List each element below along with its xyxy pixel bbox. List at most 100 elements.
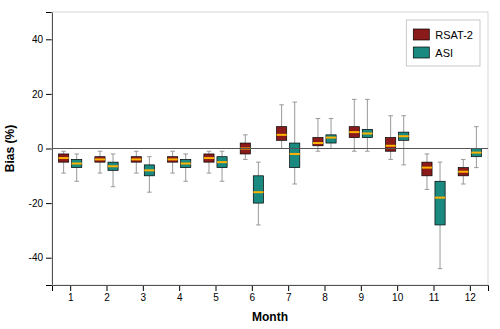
- median: [131, 158, 141, 160]
- whisker-upper: [76, 154, 77, 159]
- legend-label: ASI: [435, 47, 453, 59]
- box: [435, 162, 445, 268]
- x-axis-line: [53, 286, 489, 292]
- y-tick-label: 0: [37, 143, 43, 154]
- box: [326, 118, 336, 148]
- x-tick-mark: [179, 285, 180, 291]
- median: [204, 157, 214, 159]
- box-body: [471, 149, 481, 157]
- median: [181, 163, 191, 165]
- x-axis-title: Month: [252, 310, 288, 324]
- whisker-cap-lower: [111, 186, 116, 187]
- x-tick: 3: [141, 285, 147, 303]
- median: [168, 158, 178, 160]
- box-body: [362, 129, 372, 137]
- box-body: [59, 154, 69, 162]
- box-body: [422, 162, 432, 176]
- y-tick: -20: [29, 198, 52, 209]
- whisker-cap-lower: [438, 268, 443, 269]
- whisker-lower: [136, 162, 137, 173]
- whisker-upper: [331, 118, 332, 134]
- box-body: [290, 143, 300, 168]
- whisker-cap-lower: [147, 192, 152, 193]
- median: [313, 142, 323, 144]
- box: [399, 116, 409, 165]
- y-tick-mark: [46, 149, 52, 150]
- whisker-cap-lower: [425, 189, 430, 190]
- x-tick-label: 1: [68, 292, 74, 303]
- x-tick-mark: [470, 285, 471, 291]
- box: [240, 135, 250, 160]
- whisker-cap-lower: [461, 183, 466, 184]
- x-tick-label: 3: [141, 292, 147, 303]
- median: [144, 169, 154, 171]
- legend-item: RSAT-2: [413, 29, 473, 41]
- whisker-lower: [245, 154, 246, 159]
- whisker-cap-upper: [183, 153, 188, 154]
- whisker-lower: [258, 203, 259, 225]
- x-tick-mark: [252, 285, 253, 291]
- box-body: [326, 135, 336, 143]
- box: [204, 151, 214, 173]
- box-body: [181, 159, 191, 167]
- y-tick: 40: [32, 34, 52, 45]
- median: [290, 153, 300, 155]
- whisker-lower: [354, 138, 355, 152]
- x-tick: 10: [392, 285, 404, 303]
- median: [95, 158, 105, 160]
- median: [108, 165, 118, 167]
- box: [144, 157, 154, 192]
- whisker-upper: [113, 154, 114, 162]
- whisker-cap-upper: [61, 151, 66, 152]
- whisker-cap-upper: [316, 118, 321, 119]
- whisker-upper: [440, 162, 441, 181]
- box-body: [458, 168, 468, 176]
- box: [386, 116, 396, 160]
- box-body: [253, 176, 263, 203]
- box-body: [349, 127, 359, 138]
- box: [362, 99, 372, 151]
- median: [59, 157, 69, 159]
- median: [458, 171, 468, 173]
- whisker-lower: [476, 157, 477, 168]
- whisker-cap-upper: [401, 115, 406, 116]
- x-tick: 8: [322, 285, 328, 303]
- x-tick-label: 7: [286, 292, 292, 303]
- whisker-lower: [185, 168, 186, 182]
- box-body: [72, 159, 82, 167]
- whisker-cap-upper: [134, 151, 139, 152]
- plot-frame: [52, 12, 488, 285]
- y-tick-mark: [46, 258, 52, 259]
- x-tick: 12: [465, 285, 477, 303]
- x-tick-mark: [70, 285, 71, 291]
- whisker-cap-upper: [98, 151, 103, 152]
- whisker-lower: [294, 168, 295, 184]
- median: [72, 163, 82, 165]
- box: [108, 154, 118, 187]
- median: [386, 145, 396, 147]
- box: [277, 105, 287, 149]
- y-tick-mark: [46, 94, 52, 95]
- whisker-lower: [76, 168, 77, 182]
- x-tick-mark: [143, 285, 144, 291]
- y-tick-mark: [46, 203, 52, 204]
- legend-swatch: [413, 47, 429, 58]
- box-body: [386, 138, 396, 152]
- whisker-cap-lower: [74, 181, 79, 182]
- box: [72, 154, 82, 181]
- x-tick-label: 12: [465, 292, 477, 303]
- whisker-upper: [476, 127, 477, 149]
- box: [422, 154, 432, 189]
- whisker-cap-upper: [438, 162, 443, 163]
- whisker-cap-lower: [98, 173, 103, 174]
- box: [313, 118, 323, 151]
- whisker-cap-lower: [352, 151, 357, 152]
- whisker-upper: [294, 102, 295, 143]
- box-body: [217, 157, 227, 168]
- median: [435, 197, 445, 199]
- x-tick-label: 5: [213, 292, 219, 303]
- y-axis-line: [46, 13, 53, 286]
- x-tick-label: 10: [392, 292, 404, 303]
- legend-item: ASI: [413, 47, 453, 59]
- y-tick: 0: [37, 143, 52, 154]
